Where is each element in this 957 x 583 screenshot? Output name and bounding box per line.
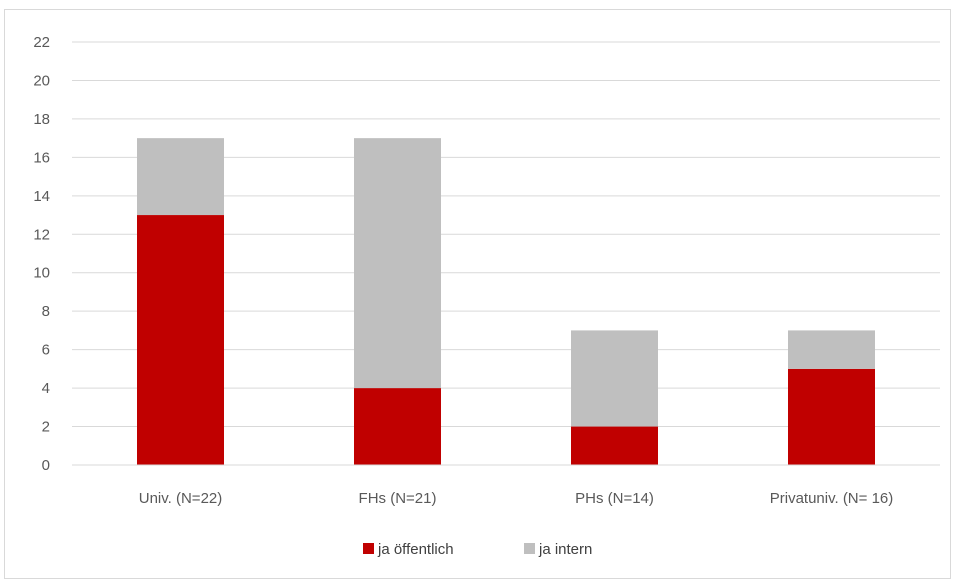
x-tick-label: PHs (N=14) [575, 490, 654, 507]
y-tick-label: 4 [42, 380, 50, 397]
bar-oeffentlich-3 [788, 368, 875, 465]
x-tick-label: Privatuniv. (N= 16) [770, 490, 894, 507]
y-tick-label: 6 [42, 342, 50, 359]
bar-oeffentlich-1 [354, 388, 441, 465]
legend-label: ja öffentlich [377, 541, 454, 558]
bars [137, 138, 875, 465]
y-tick-label: 12 [33, 226, 50, 243]
legend-swatch [524, 543, 535, 554]
y-axis-ticks: 0 2 4 6 8 10 12 14 16 18 20 22 [33, 34, 50, 474]
y-tick-label: 8 [42, 303, 50, 320]
bar-intern-2 [571, 330, 658, 427]
bar-intern-1 [354, 138, 441, 389]
bar-oeffentlich-0 [137, 215, 224, 465]
y-tick-label: 18 [33, 111, 50, 128]
x-tick-label: Univ. (N=22) [139, 490, 223, 507]
y-tick-label: 14 [33, 188, 50, 205]
y-tick-label: 2 [42, 419, 50, 436]
y-tick-label: 20 [33, 72, 50, 89]
bar-oeffentlich-2 [571, 426, 658, 465]
legend: ja öffentlich ja intern [363, 541, 592, 558]
y-tick-label: 16 [33, 149, 50, 166]
bar-intern-3 [788, 330, 875, 369]
bar-intern-0 [137, 138, 224, 216]
x-axis-ticks: Univ. (N=22) FHs (N=21) PHs (N=14) Privatun… [139, 490, 894, 507]
x-tick-label: FHs (N=21) [359, 490, 437, 507]
legend-swatch [363, 543, 374, 554]
y-tick-label: 22 [33, 34, 50, 51]
legend-label: ja intern [538, 541, 592, 558]
y-tick-label: 0 [42, 457, 50, 474]
y-tick-label: 10 [33, 265, 50, 282]
